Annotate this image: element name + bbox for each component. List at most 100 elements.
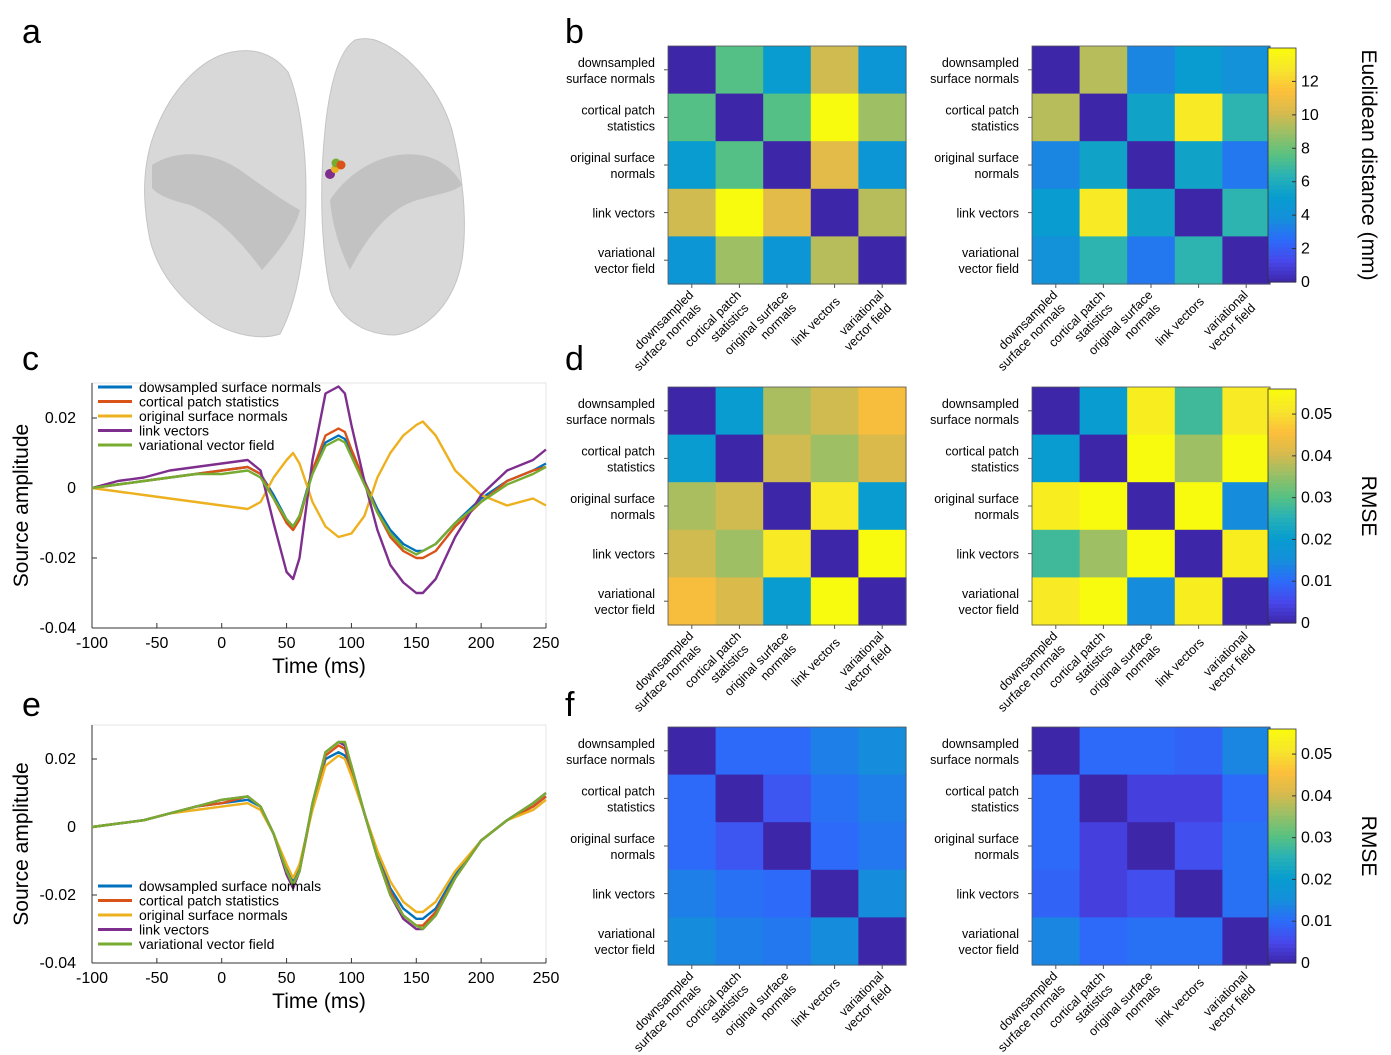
colorbar-step [1268,615,1296,620]
colorbar-step [1268,826,1296,831]
row-label: statistics [971,119,1019,133]
colorbar-step [1268,877,1296,882]
series-line [91,427,547,560]
colorbar-tick-label: 4 [1301,207,1310,224]
colorbar-step [1268,192,1296,197]
heatmap-cell [763,188,812,237]
colorbar-step [1268,51,1296,57]
heatmap-cell [810,822,859,871]
legend-label: original surface normals [139,907,288,923]
heatmap-cell [715,93,764,142]
row-label: normals [975,508,1019,522]
heatmap-cell [1222,482,1271,531]
colorbar-step [1268,428,1296,433]
row-label: variational [962,587,1019,601]
colorbar-step [1268,118,1296,123]
heatmap-cell [1174,434,1223,483]
x-tick-label: 250 [533,635,560,652]
colorbar-step [1268,517,1296,523]
colorbar-step [1268,881,1296,886]
dot-cortical-patch-statistics [336,160,346,170]
heatmap-cell [763,482,812,531]
heatmap-cell [763,434,812,483]
colorbar-tick-label: 0.04 [1301,788,1332,805]
row-label: original surface [934,492,1019,506]
row-label: link vectors [956,207,1019,221]
row-label: downsampled [578,397,655,411]
heatmap-cell [1222,93,1271,142]
colorbar-step [1268,439,1296,445]
legend-label: link vectors [139,423,209,439]
colorbar-step [1268,818,1296,824]
heatmap-cell [1032,387,1081,436]
colorbar-step [1268,59,1296,65]
colorbar-step [1268,506,1296,511]
x-tick-label: 100 [338,635,365,652]
colorbar-tick-label: 0.02 [1301,531,1332,548]
colorbar-step [1268,947,1296,952]
heatmap-cell [1079,434,1128,483]
x-tick-label: 50 [278,970,296,987]
col-label: link vectors [789,635,843,689]
heatmap-cell [715,727,764,776]
colorbar-step [1268,580,1296,585]
heatmap-cell [858,822,907,871]
heatmap-cell [1174,93,1223,142]
heatmap-cell [1079,529,1128,578]
colorbar-tick-label: 0 [1301,955,1310,972]
colorbar-label: RMSE [1357,476,1380,537]
colorbar-step [1268,807,1296,812]
heatmap-cell [763,917,812,966]
heatmap-cell [1032,577,1081,626]
colorbar-step [1268,904,1296,909]
colorbar-tick-label: 0.01 [1301,573,1332,590]
colorbar-tick-label: 0 [1301,274,1310,291]
x-tick-label: 100 [338,970,365,987]
y-axis-label: Source amplitude [10,762,33,925]
heatmap-cell [1079,822,1128,871]
colorbar-step [1268,771,1296,777]
heatmap-cell [1032,727,1081,776]
row-label: cortical patch [581,103,655,117]
heatmap-cell [668,188,717,237]
x-tick-label: -50 [145,635,168,652]
colorbar-step [1268,587,1296,593]
colorbar-step [1268,732,1296,738]
colorbar-step [1268,227,1296,232]
colorbar-step [1268,266,1296,271]
row-label: surface normals [566,72,655,86]
heatmap-cell [715,482,764,531]
colorbar-step [1268,611,1296,616]
colorbar-step [1268,98,1296,104]
heatmap-cell [1032,774,1081,823]
heatmap-cell [810,869,859,918]
colorbar-step [1268,196,1296,201]
heatmap-cell [1222,387,1271,436]
line-plot-e: -100 -50 0 50 100 150 200 250 -0.04 -0.02 0 0.02 Tim… [10,724,559,1013]
colorbar-step [1268,545,1296,550]
colorbar-step [1268,564,1296,569]
row-label: original surface [934,832,1019,846]
row-label: variational [962,246,1019,260]
colorbar-tick-label: 2 [1301,241,1310,258]
colorbar-step [1268,389,1296,394]
legend-label: original surface normals [139,408,288,424]
heatmap-cell [1174,577,1223,626]
colorbar-step [1268,223,1296,228]
colorbar-step [1268,857,1296,863]
heatmap-cell [1079,482,1128,531]
row-label: surface normals [930,753,1019,767]
heatmap-cell [1127,482,1176,531]
heatmap-cell [668,577,717,626]
heatmap-cell [858,577,907,626]
heatmap-cell [1032,869,1081,918]
colorbar-step [1268,250,1296,256]
x-tick-label: 150 [403,635,430,652]
colorbar-step [1268,787,1296,792]
colorbar-step [1268,451,1296,456]
heatmap-cell [763,236,812,285]
colorbar-step [1268,258,1296,264]
x-axis-label: Time (ms) [272,655,366,678]
heatmap-cell [715,188,764,237]
colorbar-step [1268,75,1296,80]
